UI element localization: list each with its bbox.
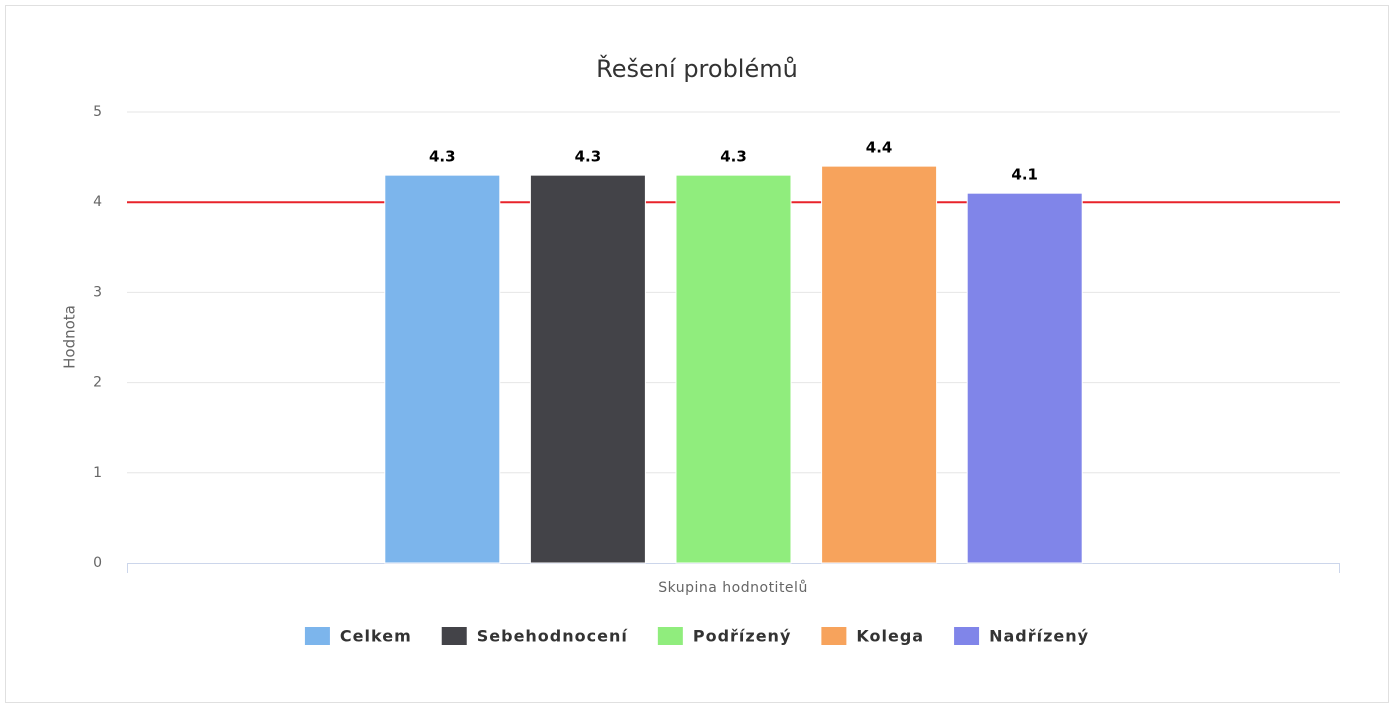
- legend-item: Podřízený: [657, 627, 792, 646]
- legend-label: Podřízený: [693, 627, 792, 646]
- legend-swatch: [441, 627, 467, 645]
- value-label: 4.3: [429, 148, 456, 166]
- legend-item: Kolega: [821, 627, 924, 646]
- value-label: 4.4: [866, 139, 893, 157]
- y-axis-title: Hodnota: [61, 305, 79, 369]
- x-axis-title: Skupina hodnotitelů: [658, 580, 808, 596]
- legend-label: Celkem: [340, 627, 412, 646]
- legend-item: Celkem: [304, 627, 412, 646]
- chart-title: Řešení problémů: [596, 54, 798, 83]
- legend-item: Sebehodnocení: [441, 627, 629, 646]
- bar: [821, 165, 938, 564]
- legend-swatch: [821, 627, 847, 645]
- legend-swatch: [304, 627, 330, 645]
- y-tick-label: 2: [93, 375, 102, 391]
- legend-swatch: [954, 627, 980, 645]
- legend-swatch: [657, 627, 683, 645]
- bar: [529, 174, 646, 564]
- legend-item: Nadřízený: [954, 627, 1089, 646]
- value-label: 4.3: [720, 148, 747, 166]
- legend-label: Nadřízený: [989, 627, 1089, 646]
- y-tick-label: 3: [93, 284, 102, 300]
- value-label: 4.3: [575, 148, 602, 166]
- y-tick-label: 5: [93, 104, 102, 120]
- bar: [384, 174, 501, 564]
- y-tick-label: 1: [93, 465, 102, 481]
- bar: [675, 174, 792, 564]
- value-label: 4.1: [1011, 166, 1038, 184]
- y-tick-label: 0: [93, 555, 102, 571]
- y-tick-label: 4: [93, 194, 102, 210]
- bar: [966, 192, 1083, 564]
- legend-label: Kolega: [856, 627, 924, 646]
- legend-label: Sebehodnocení: [477, 627, 629, 646]
